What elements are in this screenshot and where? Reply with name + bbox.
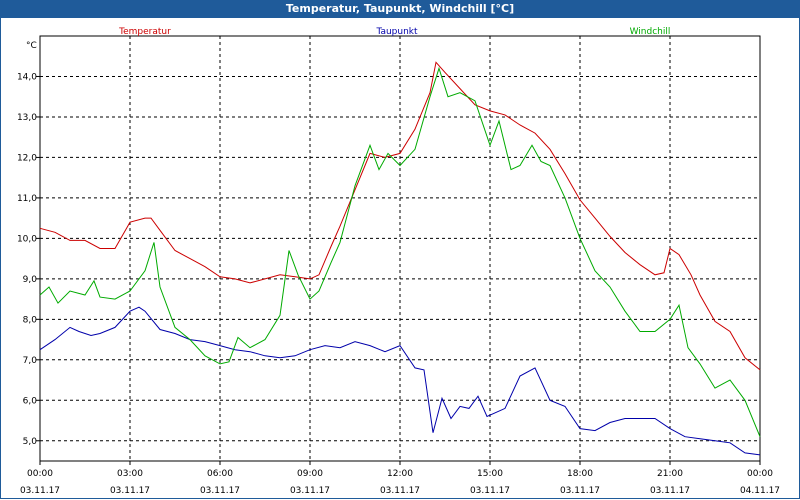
y-tick-label: 8,0	[23, 315, 38, 325]
x-tick-date: 03.11.17	[470, 486, 510, 496]
x-tick-date: 03.11.17	[650, 486, 690, 496]
x-tick-date: 03.11.17	[380, 486, 420, 496]
series-lines	[39, 61, 761, 456]
y-tick-label: 9,0	[23, 275, 38, 285]
x-tick-time: 18:00	[567, 469, 593, 479]
legend-item-taupunkt: Taupunkt	[375, 27, 418, 37]
series-line-temperatur	[39, 61, 761, 371]
x-tick-time: 12:00	[387, 469, 413, 479]
y-tick-label: 12,0	[17, 153, 37, 163]
y-tick-label: 7,0	[23, 356, 38, 366]
x-tick-date: 03.11.17	[560, 486, 600, 496]
legend-item-temperatur: Temperatur	[118, 27, 171, 37]
x-tick-date: 04.11.17	[740, 486, 780, 496]
x-tick-time: 00:00	[747, 469, 773, 479]
x-tick-time: 15:00	[477, 469, 503, 479]
y-tick-label: 6,0	[23, 396, 38, 406]
x-tick-time: 00:00	[27, 469, 53, 479]
y-tick-label: 14,0	[17, 72, 37, 82]
x-tick-date: 03.11.17	[200, 486, 240, 496]
x-tick-date: 03.11.17	[110, 486, 150, 496]
x-tick-date: 03.11.17	[20, 486, 60, 496]
x-tick-time: 03:00	[117, 469, 143, 479]
y-axis: 14,0 13,0 12,0 11,0 10,0 9,0 8,0 7,0 6,0 5,0	[17, 72, 40, 447]
y-tick-label: 13,0	[17, 113, 37, 123]
y-tick-label: 11,0	[17, 194, 37, 204]
x-tick-time: 06:00	[207, 469, 233, 479]
window-title: Temperatur, Taupunkt, Windchill [°C]	[0, 0, 800, 18]
x-tick-date: 03.11.17	[290, 486, 330, 496]
x-tick-time: 21:00	[657, 469, 683, 479]
y-axis-label: °C	[26, 41, 37, 51]
x-axis: 00:00 03.11.17 03:00 03.11.17 06:00 03.11.17 0…	[20, 461, 780, 496]
y-tick-label: 10,0	[17, 234, 37, 244]
grid	[40, 36, 760, 461]
x-tick-time: 09:00	[297, 469, 323, 479]
legend-item-windchill: Windchill	[630, 27, 671, 37]
series-line-windchill	[39, 66, 761, 437]
legend: Temperatur Taupunkt Windchill	[118, 27, 670, 37]
y-tick-label: 5,0	[23, 437, 38, 447]
series-line-taupunkt	[39, 306, 761, 456]
